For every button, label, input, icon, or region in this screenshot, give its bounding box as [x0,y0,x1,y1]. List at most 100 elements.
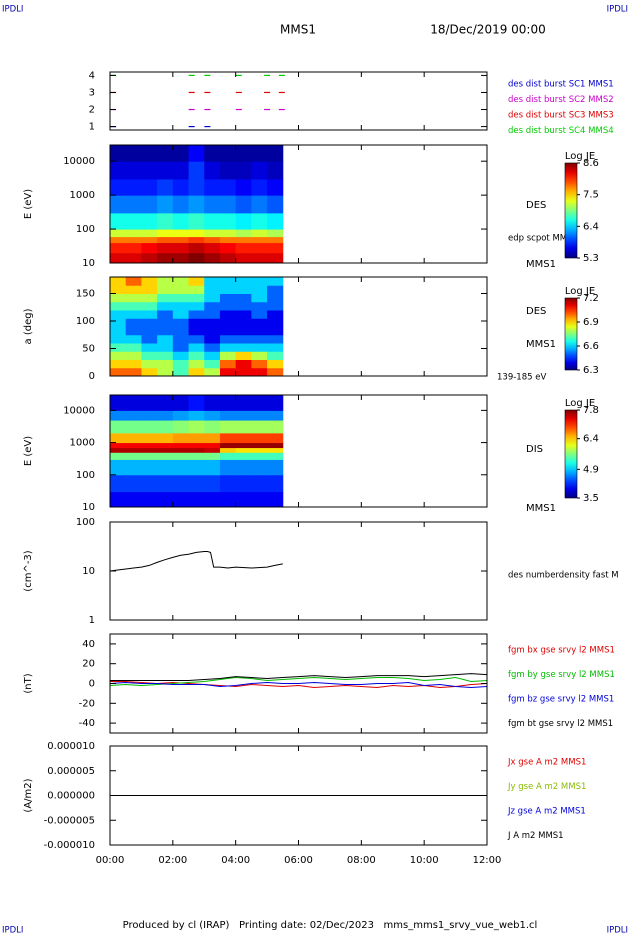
heat-cell [204,442,221,449]
heat-cell [251,452,268,460]
colorbar-tick-label: 6.6 [583,341,599,352]
y-tick-label: -40 [79,718,95,729]
series-line [110,682,487,688]
heat-cell [204,212,221,230]
heat-cell [110,474,127,493]
heat-cell [188,195,205,214]
heat-cell [204,420,221,434]
heat-cell [219,351,237,360]
chart-title: MMS1 [280,23,316,37]
heat-cell [141,161,158,180]
y-tick-label: 10000 [63,405,95,416]
x-tick-label: 10:00 [410,855,439,866]
heat-cell [251,447,268,453]
heat-cell [157,447,174,453]
heat-cell [110,318,127,327]
colorbar-tick-label: 5.3 [583,253,599,264]
heat-cell [219,326,237,336]
plot-area [110,673,487,688]
heat-cell [204,474,221,493]
heat-cell [172,145,190,162]
heat-cell [251,277,268,286]
heat-cell [204,145,221,162]
heat-cell [235,410,252,421]
heat-cell [141,420,158,434]
heat-cell [251,343,268,352]
legend-entry: des numberdensity fast M [508,571,619,581]
heat-cell [141,277,158,286]
y-tick-label: -0.000010 [44,840,95,851]
colorbar-tick-label: 8.6 [583,158,599,169]
heat-cell [251,367,268,376]
heat-cell [188,395,205,411]
heat-cell [125,277,142,286]
heat-cell [235,432,252,444]
heat-cell [141,195,158,214]
plot-area [110,395,284,507]
heat-cell [251,301,268,311]
heat-cell [110,252,127,263]
heat-cell [235,285,252,294]
heat-cell [219,195,237,214]
colorbar-tick-label: 6.4 [583,221,599,232]
heat-cell [204,318,221,327]
heat-cell [125,442,142,449]
panel-annotation: 139-185 eV [497,373,546,383]
legend-entry: fgm by gse srvy l2 MMS1 [508,670,615,680]
heat-cell [110,293,127,303]
heat-cell [267,343,284,352]
heat-cell [219,178,237,196]
heat-cell [235,318,252,327]
heat-cell [251,459,268,476]
heat-cell [172,420,190,434]
heat-cell [125,420,142,434]
heat-cell [235,236,252,244]
colorbar [564,409,578,499]
heat-cell [251,242,268,254]
y-tick-label: 0 [89,679,95,690]
heat-cell [188,452,205,460]
y-tick-label: 0 [89,371,95,382]
y-tick-label: 3 [89,87,95,98]
heat-cell [172,326,190,336]
heat-cell [157,395,174,411]
heat-cell [235,293,252,303]
heat-cell [141,242,158,254]
heat-cell [141,285,158,294]
heat-cell [110,195,127,214]
x-tick-label: 02:00 [158,855,187,866]
y-tick-label: 100 [76,316,95,327]
heat-cell [188,293,205,303]
heat-cell [251,229,268,238]
colorbar [564,162,578,259]
heat-cell [251,491,268,507]
heat-cell [267,310,284,319]
series-line [110,677,487,686]
heat-cell [188,212,205,230]
heat-cell [267,195,284,214]
y-axis-label: (A/m2) [23,778,34,812]
heat-cell [251,474,268,493]
heat-cell [125,318,142,327]
y-tick-label: 1000 [70,190,95,201]
panel-annotation: MMS1 [526,503,556,514]
heat-cell [157,293,174,303]
heat-cell [188,229,205,238]
heat-cell [141,442,158,449]
heat-cell [267,420,284,434]
heat-cell [204,351,221,360]
heat-cell [141,395,158,411]
heat-cell [267,410,284,421]
series-line [110,673,487,682]
heat-cell [235,334,252,344]
heat-cell [141,491,158,507]
heat-cell [188,326,205,336]
heat-cell [188,442,205,449]
colorbar-title: Log JE [565,151,595,162]
heat-cell [267,367,284,376]
colorbar-tick-label: 6.3 [583,365,599,376]
heat-cell [204,236,221,244]
heat-cell [157,145,174,162]
panel-annotation: DES [526,306,546,317]
y-axis-label: (cm^-3) [23,550,34,591]
